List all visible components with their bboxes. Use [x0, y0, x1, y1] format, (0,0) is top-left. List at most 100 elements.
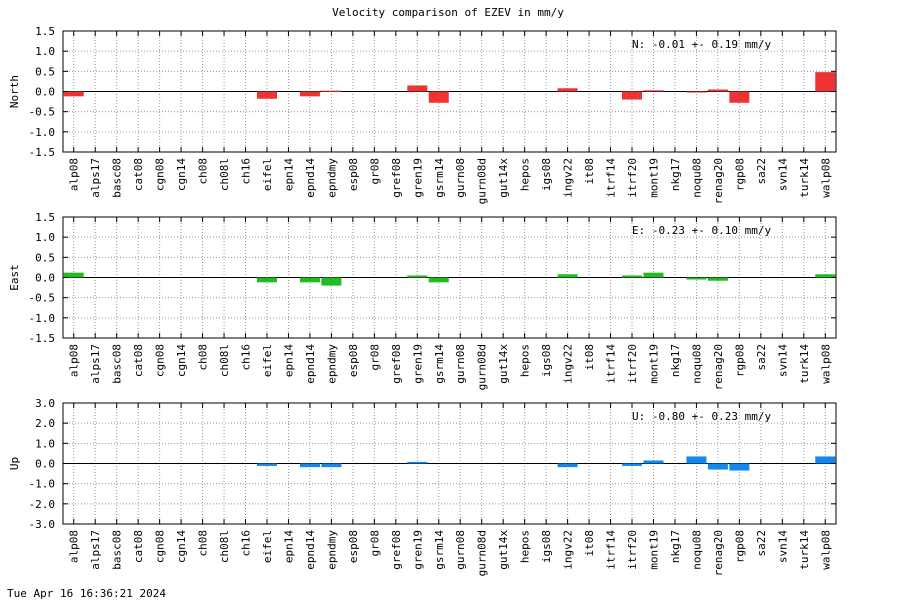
bar-up-epndmy	[321, 463, 342, 468]
x-tick-label: ch08	[197, 530, 210, 557]
x-tick-label: cat08	[132, 344, 145, 377]
x-tick-label: mont19	[647, 530, 660, 570]
x-tick-label: gren19	[411, 158, 424, 198]
panel-north: -1.5 -1.0 -0.5 0.0 0.5 1.0 1.5 alp08 alps17 basc0…	[8, 25, 837, 204]
x-tick-label: walp08	[819, 158, 832, 198]
x-tick-label: epnd14	[304, 530, 317, 570]
x-tick-label: esp08	[347, 344, 360, 377]
x-tick-label: turk14	[798, 344, 811, 384]
y-tick-label: 1.0	[35, 45, 55, 58]
x-tick-label: basc08	[111, 158, 124, 198]
bar-east-epnd14	[299, 277, 320, 283]
y-tick-label: -0.5	[29, 292, 56, 305]
bar-north-noqu08	[686, 91, 707, 93]
x-tick-label: alps17	[89, 158, 102, 198]
bar-up-walp08	[815, 456, 836, 464]
y-tick-label: 0.5	[35, 251, 55, 264]
x-tick-label: gurn08	[454, 530, 467, 570]
bar-up-epnd14	[299, 463, 320, 468]
x-tick-label: ch08l	[218, 344, 231, 377]
y-tick-label: 0.0	[35, 458, 55, 471]
y-tick-label: 1.0	[35, 231, 55, 244]
x-tick-label: epndmy	[325, 530, 338, 570]
x-tick-label: it08	[583, 344, 596, 371]
x-tick-label: ch08	[197, 158, 210, 185]
x-tick-label: gut14x	[497, 530, 510, 570]
x-tick-label: gurn08d	[476, 530, 489, 576]
y-tick-label: 1.5	[35, 211, 55, 224]
x-tick-label: itrf20	[626, 158, 639, 198]
bar-up-itrf20	[622, 463, 643, 466]
x-tick-label: epn14	[282, 158, 295, 191]
x-tick-label: hepos	[519, 158, 532, 191]
x-tick-label: rgp08	[733, 158, 746, 191]
timestamp: Tue Apr 16 16:36:21 2024	[7, 587, 166, 600]
x-tick-label: renag20	[712, 344, 725, 390]
bar-up-noqu08	[686, 456, 707, 464]
panel-east: -1.5 -1.0 -0.5 0.0 0.5 1.0 1.5 alp08 alps17 basc0…	[8, 211, 837, 390]
x-tick-label: gurn08	[454, 344, 467, 384]
x-tick-label: noqu08	[690, 158, 703, 198]
x-tick-label: epn14	[282, 530, 295, 563]
bar-east-epndmy	[321, 277, 342, 286]
x-tick-label: sa22	[755, 530, 768, 557]
x-tick-label: gr08	[368, 158, 381, 185]
x-tick-label: alps17	[89, 530, 102, 570]
x-tick-label: cgn08	[154, 344, 167, 377]
y-tick-label: -1.0	[29, 478, 56, 491]
x-tick-label: itrf14	[605, 344, 618, 384]
y-tick-label: 0.0	[35, 272, 55, 285]
x-tick-label: sa22	[755, 158, 768, 185]
bar-east-gsrm14	[428, 277, 449, 283]
x-tick-label: ch16	[240, 158, 253, 185]
x-tick-label: gsrm14	[433, 344, 446, 384]
x-tick-label: gref08	[390, 344, 403, 384]
x-tick-label: nkg17	[669, 158, 682, 191]
bar-east-mont19	[643, 272, 664, 278]
x-tick-label: ch16	[240, 530, 253, 557]
bar-north-itrf20	[622, 91, 643, 100]
y-tick-label: 3.0	[35, 397, 55, 410]
x-tick-label: eifel	[261, 344, 274, 377]
x-tick-label: svn14	[776, 530, 789, 563]
x-tick-label: alp08	[68, 530, 81, 563]
x-tick-label: walp08	[819, 344, 832, 384]
x-tick-label: esp08	[347, 530, 360, 563]
stats-annotation: U: -0.80 +- 0.23 mm/y	[632, 410, 771, 423]
x-tick-label: alp08	[68, 344, 81, 377]
bar-north-gren19	[407, 85, 428, 92]
y-tick-label: 2.0	[35, 417, 55, 430]
bar-north-ingv22	[557, 88, 578, 92]
y-tick-label: 0.5	[35, 65, 55, 78]
x-tick-label: gut14x	[497, 158, 510, 198]
bar-east-alp08	[63, 272, 84, 278]
bar-east-walp08	[815, 274, 836, 278]
bar-east-eifel	[256, 277, 277, 283]
x-tick-label: gurn08d	[476, 344, 489, 390]
x-tick-label: cgn14	[175, 344, 188, 377]
x-tick-label: cat08	[132, 158, 145, 191]
x-tick-label: nkg17	[669, 530, 682, 563]
y-tick-label: 0.0	[35, 86, 55, 99]
y-tick-label: 1.0	[35, 437, 55, 450]
x-tick-label: alp08	[68, 158, 81, 191]
bar-east-renag20	[707, 277, 728, 281]
chart-title: Velocity comparison of EZEV in mm/y	[332, 6, 564, 19]
bar-up-rgp08	[729, 463, 750, 471]
x-tick-label: renag20	[712, 158, 725, 204]
y-tick-label: -2.0	[29, 498, 56, 511]
x-tick-label: hepos	[519, 344, 532, 377]
y-tick-label: -1.5	[29, 332, 56, 345]
y-axis-label: North	[8, 75, 21, 108]
bar-up-gren19	[407, 461, 428, 464]
x-tick-label: basc08	[111, 530, 124, 570]
bar-east-gren19	[407, 275, 428, 278]
x-tick-label: cgn08	[154, 530, 167, 563]
x-tick-label: cgn08	[154, 158, 167, 191]
x-tick-label: igs08	[540, 344, 553, 377]
x-tick-label: ch08	[197, 344, 210, 371]
x-tick-label: eifel	[261, 158, 274, 191]
panel-up: -3.0 -2.0 -1.0 0.0 1.0 2.0 3.0 alp08 alps17 basc0…	[8, 397, 837, 576]
x-tick-label: svn14	[776, 344, 789, 377]
x-tick-label: esp08	[347, 158, 360, 191]
